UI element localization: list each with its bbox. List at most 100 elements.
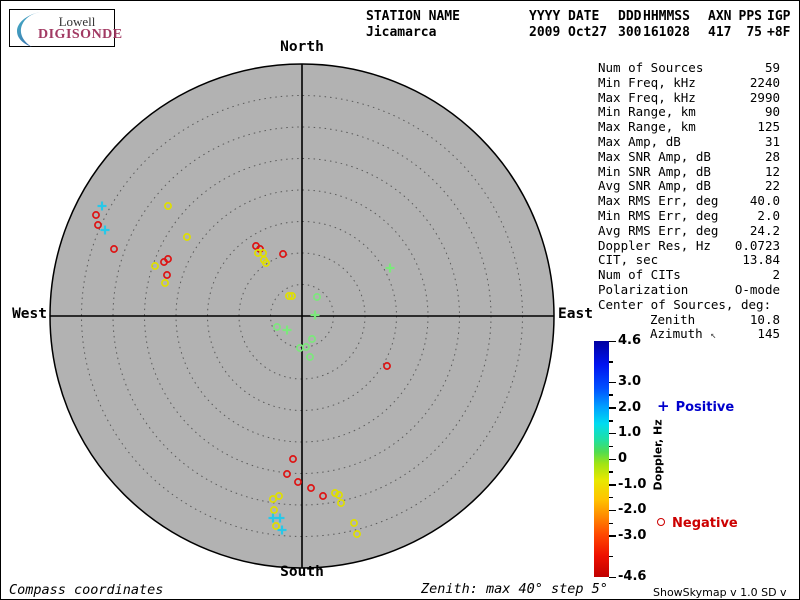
source-marker-negative: [163, 271, 171, 279]
source-marker-negative: [319, 492, 327, 500]
colorbar-tick: [609, 407, 616, 409]
header-col-value: +8F: [767, 25, 791, 40]
stats-panel: Num of Sources 59 Min Freq, kHz 2240 Max Fre…: [598, 60, 780, 344]
stats-label: Min RMS Err, deg: [598, 207, 719, 223]
header-col-label: DDD: [618, 9, 642, 24]
colorbar-minor-tick: [609, 394, 613, 396]
stats-row: Min SNR Amp, dB 12: [598, 163, 780, 180]
source-marker-negative: [289, 455, 297, 463]
stats-row: Max Range, km 125: [598, 119, 780, 135]
header-col-value: 161028: [643, 25, 690, 40]
compass-axes: [50, 64, 554, 568]
source-marker-positive: [97, 201, 107, 211]
source-marker-negative: [254, 249, 262, 257]
colorbar-tick-label: 3.0: [618, 374, 642, 390]
colorbar-tick: [609, 535, 616, 537]
header-col-label: STATION NAME: [366, 9, 460, 24]
stats-label: Doppler Res, Hz: [598, 237, 711, 253]
colorbar-tick: [609, 432, 616, 435]
stats-label: Max RMS Err, deg: [598, 193, 719, 209]
source-marker-negative: [353, 530, 361, 538]
stats-value: 2.0: [757, 207, 780, 223]
stats-value: 31: [764, 133, 780, 149]
source-marker-positive: [385, 263, 395, 273]
stats-row: Max Amp, dB 31: [598, 133, 780, 150]
stats-value: 125: [757, 119, 780, 135]
header-col-label: HHMMSS: [643, 9, 690, 24]
source-marker-negative: [285, 292, 293, 300]
circle-marker-icon: [657, 518, 665, 526]
stats-value: O-mode: [734, 281, 780, 297]
source-marker-negative: [350, 519, 358, 527]
stats-row: Avg RMS Err, deg 24.2: [598, 222, 780, 239]
colorbar-tick: [609, 340, 616, 342]
stats-value: 22: [764, 178, 780, 194]
legend-positive: + Positive: [657, 397, 734, 415]
header-col-value: Jicamarca: [366, 25, 437, 40]
stats-row: Min Freq, kHz 2240: [598, 75, 780, 91]
compass-label-south: South: [280, 564, 324, 580]
source-marker-negative: [337, 499, 345, 507]
stats-label: CIT, sec: [598, 252, 659, 268]
stats-value: 0.0723: [734, 237, 780, 253]
source-marker-positive: [277, 525, 287, 535]
stats-label: Avg RMS Err, deg: [598, 222, 719, 238]
source-marker-negative: [294, 478, 302, 486]
stats-value: 2990: [749, 89, 780, 105]
source-marker-negative: [383, 362, 391, 370]
stats-label: Min SNR Amp, dB: [598, 163, 711, 179]
compass-label-east: East: [558, 306, 593, 322]
colorbar-tick-label: 1.0: [618, 425, 642, 441]
header-col-igp: IGP +8F: [767, 9, 795, 41]
stats-label: Max SNR Amp, dB: [598, 148, 711, 164]
header-col-value: Oct27: [568, 25, 608, 40]
header-col-ddd: DDD 300: [618, 9, 646, 41]
source-marker-positive: [282, 325, 292, 335]
stats-row: Num of CITs 2: [598, 267, 780, 283]
stats-label: Max Range, km: [598, 119, 696, 135]
colorbar-tick: [609, 509, 616, 512]
stats-label: Avg SNR Amp, dB: [598, 178, 711, 194]
colorbar-tick: [609, 576, 616, 578]
stats-row: Max SNR Amp, dB 28: [598, 148, 780, 165]
source-marker-negative: [110, 245, 118, 253]
colorbar-minor-tick: [609, 471, 613, 473]
source-marker-positive: [275, 513, 285, 523]
colorbar-title: Doppler, Hz: [651, 419, 665, 491]
source-marker-negative: [270, 506, 278, 514]
source-marker-negative: [164, 255, 172, 263]
stats-row: Num of Sources 59: [598, 60, 780, 76]
colorbar-tick-label: 0: [618, 451, 628, 466]
logo-digisonde-text: DIGISONDE: [38, 27, 123, 42]
footer-version: ShowSkymap v 1.0 SD v 4.2: [653, 586, 787, 599]
stats-value: 10.8: [749, 311, 780, 327]
source-marker-negative: [306, 353, 314, 361]
stats-row: Max Freq, kHz 2990: [598, 89, 780, 106]
stats-value: 90: [764, 104, 780, 120]
colorbar-tick-label: -3.0: [618, 527, 647, 543]
stats-value: 24.2: [749, 222, 780, 238]
stats-value: 28: [764, 148, 780, 164]
colorbar-tick-label: -2.0: [618, 502, 647, 518]
stats-label: Num of Sources: [598, 60, 704, 75]
source-marker-positive: [310, 310, 320, 320]
header-col-station-name: STATION NAME Jicamarca: [366, 9, 476, 41]
stats-label: Azimuth ↖: [650, 326, 717, 342]
stats-value: 40.0: [749, 193, 780, 209]
stats-label: Min Range, km: [598, 104, 696, 120]
header-col-date: DATE Oct27: [568, 9, 612, 41]
source-marker-negative: [331, 489, 339, 497]
colorbar-tick: [609, 484, 616, 486]
stats-label: Max Amp, dB: [598, 133, 681, 149]
source-marker-negative: [262, 259, 270, 267]
source-marker-negative: [335, 491, 343, 499]
stats-value: 13.84: [742, 252, 780, 268]
source-marker-negative: [288, 292, 296, 300]
footer-zenith-scale: Zenith: max 40° step 5°: [421, 581, 608, 597]
stats-center-header: Center of Sources, deg:: [598, 296, 772, 312]
stats-value: 12: [764, 163, 780, 179]
stats-value: 2: [772, 267, 780, 283]
source-marker-negative: [94, 221, 102, 229]
